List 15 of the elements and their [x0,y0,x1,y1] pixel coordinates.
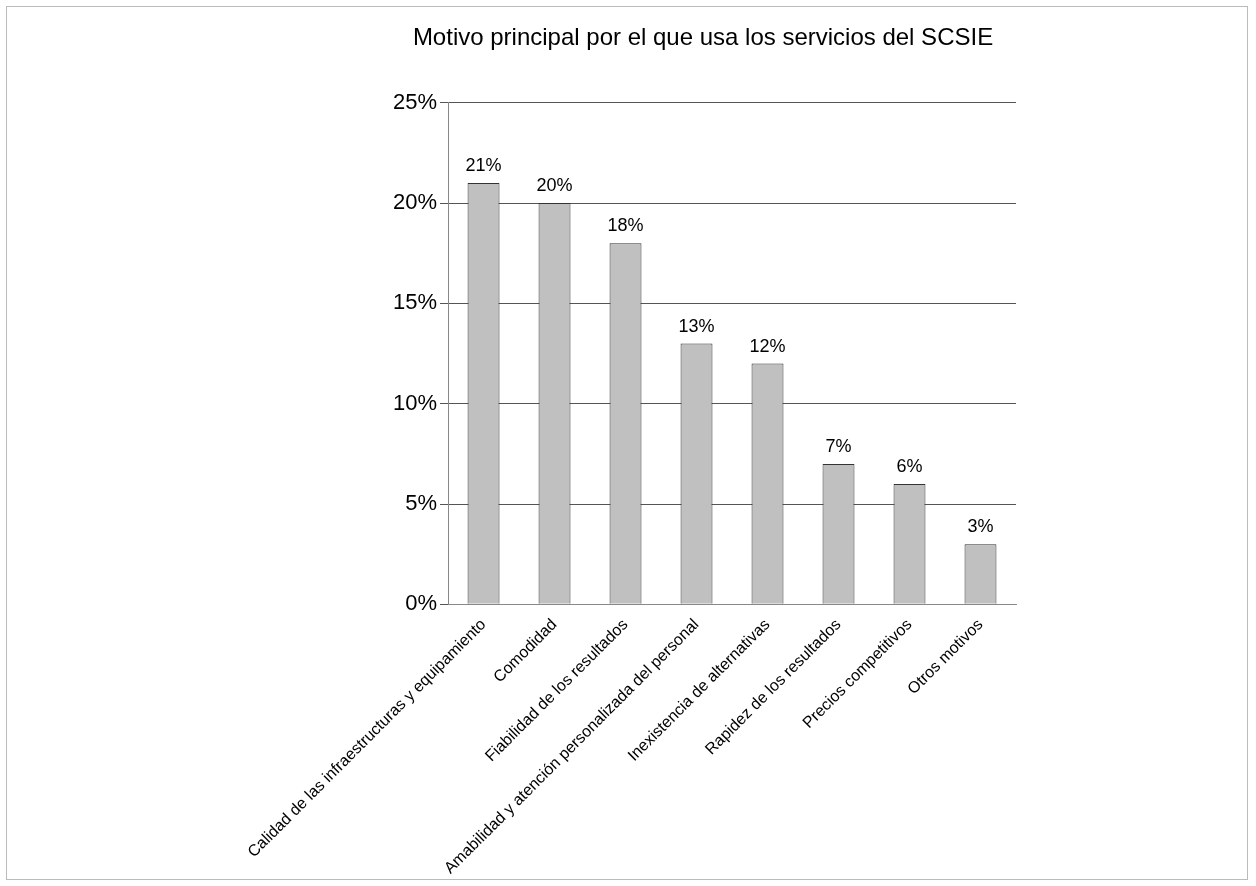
chart-title: Motivo principal por el que usa los servicios del SCSIE [412,23,994,51]
data-label: 18% [607,215,644,236]
y-tick-label: 20% [392,189,438,215]
data-label: 20% [536,175,573,196]
y-tick-label: 10% [392,389,438,415]
y-tick-label: 5% [405,490,438,516]
data-label: 6% [896,455,923,476]
y-tick-label: 25% [392,88,438,114]
y-tick-label: 15% [392,289,438,315]
y-tick-label: 0% [405,590,438,616]
data-label: 13% [678,315,715,336]
data-label: 3% [967,516,994,537]
data-label: 7% [825,435,852,456]
data-label: 12% [749,335,786,356]
data-label: 21% [465,155,502,176]
